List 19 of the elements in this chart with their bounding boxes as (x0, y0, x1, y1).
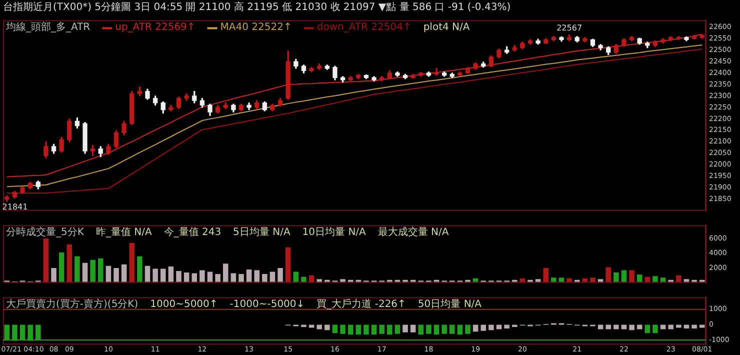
annotation: 最大成交量 N/A (378, 226, 449, 238)
annotation: 5日均量 N/A (233, 226, 290, 238)
chart-subtitle: 均線_頭部_多_ATR (5, 20, 90, 33)
chart-title: 大戶買賣力(買方-賣方)(5分K) (6, 298, 138, 310)
legend-label: down_ATR 22504↑ (316, 22, 412, 33)
annotation: 50日均量 N/A (418, 298, 482, 310)
chart-title: 台指期近月(TX00*) 5分鐘圖 3日 04:55 開 21100 高 21195 低 21030 收 21097 ▼點 量 586 口 -91 (-0.43%) (2, 0, 512, 13)
annotation: plot4 N/A (423, 22, 470, 33)
annotation: 1000~5000↑ (150, 298, 218, 310)
annotation: 買_大戶力道 -226↑ (316, 298, 406, 310)
annotation: 今_量值 243 (164, 226, 222, 238)
annotation: 10日均量 N/A (302, 226, 366, 238)
annotation: 昨_量值 N/A (96, 226, 152, 238)
legend-label: MA40 22522↑ (220, 22, 292, 33)
chart-title: 分時成交量_5分K (6, 226, 84, 238)
annotation: 22567 (556, 24, 582, 33)
legend-label: up_ATR 22569↑ (115, 22, 196, 33)
annotation: -1000~-5000↓ (230, 298, 305, 310)
annotation: 21841 (2, 202, 28, 212)
